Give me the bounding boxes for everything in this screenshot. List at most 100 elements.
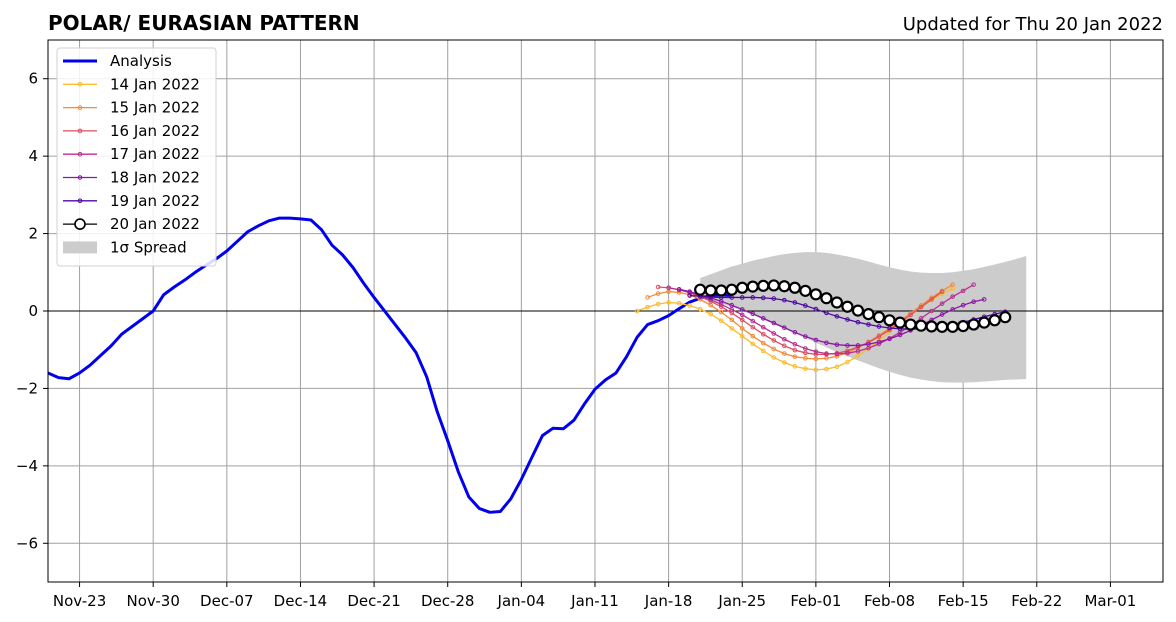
forecast-point bbox=[834, 314, 840, 319]
forecast-point bbox=[803, 355, 808, 361]
forecast-point bbox=[834, 351, 840, 357]
forecast-point bbox=[739, 312, 745, 318]
forecast-point bbox=[750, 295, 756, 300]
forecast-point bbox=[792, 354, 798, 359]
forecast-point bbox=[750, 324, 756, 330]
spread-band bbox=[700, 252, 1027, 383]
forecast-point bbox=[981, 297, 987, 302]
forecast-point bbox=[803, 334, 808, 339]
legend-entry: 17 Jan 2022 bbox=[63, 145, 200, 163]
current-forecast-point bbox=[767, 279, 780, 292]
legend-entry: 16 Jan 2022 bbox=[63, 122, 200, 140]
current-forecast-point bbox=[999, 311, 1012, 324]
analysis-line bbox=[48, 216, 732, 514]
forecast-point bbox=[750, 311, 756, 317]
forecast-point bbox=[676, 290, 682, 295]
forecast-point bbox=[792, 347, 798, 353]
forecast-point bbox=[739, 326, 745, 331]
x-tick-label: Nov-23 bbox=[53, 592, 106, 610]
x-tick-label: Dec-14 bbox=[274, 592, 328, 610]
forecast-point bbox=[845, 359, 850, 365]
current-forecast-point bbox=[778, 280, 791, 293]
forecast-point bbox=[739, 295, 745, 300]
legend-label: 20 Jan 2022 bbox=[110, 215, 200, 233]
forecast-point bbox=[782, 336, 787, 342]
legend-label: 19 Jan 2022 bbox=[110, 192, 200, 210]
forecast-point bbox=[750, 333, 756, 339]
forecast-point bbox=[971, 282, 976, 287]
legend-marker bbox=[77, 82, 83, 87]
forecast-point bbox=[855, 348, 861, 354]
legend-label: 15 Jan 2022 bbox=[110, 99, 200, 117]
forecast-point bbox=[782, 297, 787, 303]
y-tick-label: −6 bbox=[16, 534, 38, 552]
forecast-point bbox=[792, 341, 798, 347]
forecast-point bbox=[897, 332, 903, 338]
forecast-point bbox=[708, 311, 713, 317]
legend-marker bbox=[77, 105, 83, 110]
x-tick-label: Mar-01 bbox=[1084, 592, 1136, 610]
current-forecast-point bbox=[820, 292, 833, 305]
current-forecast-point bbox=[809, 288, 822, 301]
y-tick-label: 6 bbox=[28, 70, 38, 88]
current-forecast-point bbox=[851, 304, 865, 317]
forecast-point bbox=[918, 304, 924, 310]
forecast-point bbox=[971, 299, 976, 305]
forecast-point bbox=[697, 306, 703, 312]
x-tick-label: Dec-07 bbox=[200, 592, 254, 610]
forecast-point bbox=[792, 300, 798, 305]
forecast-point bbox=[782, 351, 787, 356]
x-tick-label: Feb-01 bbox=[790, 592, 841, 610]
forecast-point bbox=[760, 348, 766, 354]
forecast-point bbox=[813, 367, 819, 373]
forecast-point bbox=[876, 324, 882, 329]
y-tick-label: 2 bbox=[28, 225, 38, 243]
current-forecast-point bbox=[936, 320, 949, 333]
current-forecast-point bbox=[715, 284, 728, 297]
forecast-point bbox=[634, 308, 640, 314]
x-tick-label: Dec-21 bbox=[347, 592, 401, 610]
forecast-point bbox=[887, 336, 892, 342]
forecast-point bbox=[803, 366, 808, 371]
current-forecast-point bbox=[736, 281, 749, 294]
forecast-point bbox=[960, 288, 966, 294]
current-forecast-point bbox=[872, 311, 886, 324]
forecast-point bbox=[813, 349, 819, 354]
forecast-point bbox=[760, 340, 766, 346]
legend-entry: 18 Jan 2022 bbox=[63, 169, 200, 187]
x-tick-label: Feb-15 bbox=[938, 592, 989, 610]
current-forecast-point bbox=[988, 314, 1001, 327]
current-forecast-point bbox=[841, 300, 854, 313]
x-tick-label: Jan-18 bbox=[644, 592, 693, 610]
current-forecast-point bbox=[904, 318, 917, 331]
forecast-point bbox=[645, 304, 650, 310]
legend-label: 18 Jan 2022 bbox=[110, 169, 200, 187]
forecast-point bbox=[771, 346, 777, 352]
legend: Analysis 14 Jan 2022 15 Jan 2022 16 Jan 202… bbox=[56, 47, 217, 267]
x-tick-label: Nov-30 bbox=[127, 592, 180, 610]
x-tick-label: Jan-25 bbox=[717, 592, 766, 610]
forecast-point bbox=[760, 324, 766, 330]
forecast-point bbox=[718, 318, 724, 323]
forecast-point bbox=[929, 308, 934, 314]
forecast-point bbox=[750, 341, 756, 347]
forecast-point bbox=[771, 338, 777, 343]
legend-marker bbox=[77, 175, 83, 180]
current-forecast-point bbox=[757, 279, 770, 292]
legend-entry: 14 Jan 2022 bbox=[63, 75, 200, 93]
current-forecast-point bbox=[957, 319, 970, 333]
forecast-point bbox=[813, 352, 819, 357]
forecast-point bbox=[666, 285, 671, 291]
legend-marker bbox=[74, 218, 86, 230]
forecast-point bbox=[739, 333, 745, 339]
current-forecast-point bbox=[725, 283, 738, 296]
forecast-point bbox=[950, 307, 955, 312]
current-forecast-point bbox=[978, 316, 991, 329]
forecast-point bbox=[771, 320, 777, 326]
y-tick-label: 0 bbox=[28, 302, 38, 320]
forecast-point bbox=[939, 301, 945, 306]
forecast-point bbox=[782, 343, 787, 349]
forecast-point bbox=[760, 316, 766, 321]
forecast-point bbox=[813, 306, 819, 312]
current-forecast-point bbox=[704, 284, 717, 297]
